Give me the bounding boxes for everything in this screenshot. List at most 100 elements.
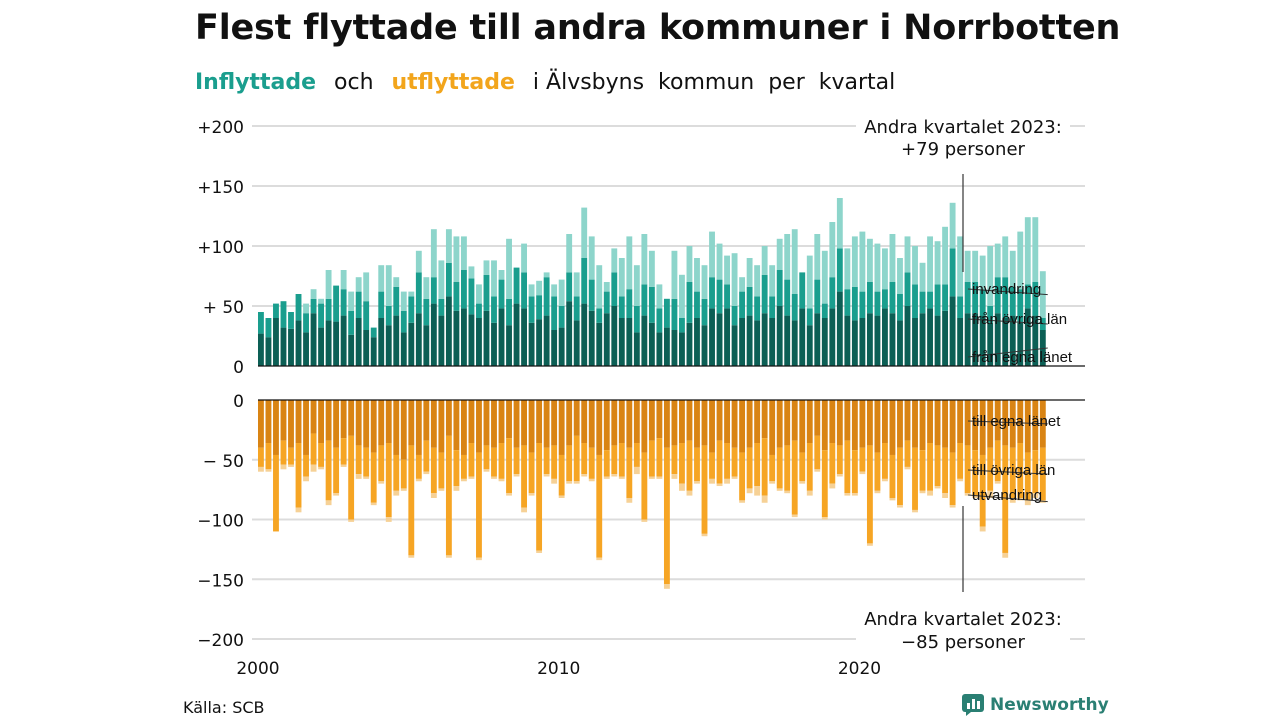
top-bar-segment [363, 272, 370, 302]
top-bar-segment [784, 279, 791, 316]
bottom-bar-segment [851, 450, 858, 494]
bottom-bar-segment [626, 497, 633, 503]
bottom-y-tick-label: −150 [197, 571, 244, 591]
bottom-bar-segment [303, 454, 309, 477]
bottom-bar-segment [325, 400, 332, 441]
top-bar-segment [603, 291, 610, 314]
top-bar-segment [964, 282, 971, 314]
bottom-bar-segment [731, 476, 738, 479]
bottom-bar-segment [400, 488, 407, 491]
top-bar-segment [288, 312, 294, 329]
bottom-bar-segment [596, 557, 603, 561]
top-bar-segment [912, 284, 918, 318]
top-bar-segment [521, 243, 528, 273]
bottom-bar-segment [506, 438, 512, 494]
bottom-bar-segment [799, 452, 806, 482]
top-bar-segment [874, 291, 881, 316]
bottom-bar-segment [513, 447, 520, 475]
bottom-bar-segment [979, 526, 986, 532]
top-bar-segment [769, 318, 776, 366]
bottom-bar-segment [679, 443, 685, 484]
bottom-bar-segment [528, 493, 535, 496]
bottom-bar-segment [528, 452, 535, 494]
top-bar-segment [972, 282, 979, 314]
bottom-bar-segment [949, 452, 956, 506]
bottom-bar-segment [558, 454, 565, 496]
top-bar-segment [506, 298, 512, 326]
top-bar-segment [641, 284, 648, 316]
bottom-bar-segment [641, 400, 648, 453]
top-bar-segment [844, 289, 851, 316]
bottom-bar-segment [912, 400, 918, 448]
bottom-bar-segment [897, 505, 903, 508]
top-bar-segment [453, 236, 460, 282]
top-bar-segment [588, 279, 595, 311]
top-bar-segment [994, 313, 1001, 366]
bottom-bar-segment [340, 464, 347, 467]
top-bar-segment [709, 308, 715, 366]
top-bar-segment [889, 234, 896, 282]
top-bar-segment [483, 274, 490, 311]
bottom-bar-segment [979, 400, 986, 455]
top-bar-segment [521, 272, 528, 309]
top-bar-segment [1017, 289, 1024, 323]
bottom-bar-segment [874, 452, 881, 491]
bottom-bar-segment [453, 400, 460, 451]
bottom-bar-segment [821, 400, 828, 451]
top-bar-segment [476, 284, 482, 304]
top-bar-segment [438, 298, 445, 316]
top-bar-segment [566, 272, 573, 302]
bottom-bar-segment [829, 400, 836, 444]
top-bar-segment [754, 296, 761, 321]
bottom-bar-segment [415, 400, 422, 455]
bottom-bar-segment [972, 400, 979, 451]
top-bar-segment [889, 282, 896, 314]
top-bar-segment [919, 291, 926, 314]
bottom-bar-segment [295, 507, 302, 513]
top-bar-segment [859, 318, 866, 366]
top-bar-segment [927, 291, 933, 309]
series-labels: invandring från övriga län från egna länet… [967, 281, 1073, 504]
top-bar-segment [618, 258, 625, 297]
top-bar-segment [611, 248, 618, 273]
top-bar-segment [498, 279, 505, 309]
bottom-bar-segment [378, 445, 385, 482]
top-bar-segment [641, 315, 648, 366]
bottom-bar-segment [280, 400, 287, 441]
bottom-bar-segment [746, 488, 753, 494]
top-bar-segment [964, 313, 971, 366]
bottom-bar-segment [430, 493, 437, 498]
top-bar-segment [430, 229, 437, 278]
top-bar-segment [423, 325, 430, 366]
top-bar-segment [385, 306, 392, 326]
migration-chart: +200 +150 +100 + 50 0 0 − 50 −100 −150 −200 2000 20… [197, 117, 1085, 679]
top-bar-segment [483, 310, 490, 366]
top-bar-segment [746, 286, 753, 316]
bottom-bar-segment [927, 400, 933, 444]
top-bar-segment [415, 272, 422, 314]
bottom-bar-segment [303, 476, 309, 482]
top-bar-segment [633, 306, 640, 333]
bottom-bar-segment [573, 435, 580, 482]
bottom-bar-segment [468, 400, 475, 444]
top-bar-segment [573, 296, 580, 321]
bottom-bar-segment [679, 400, 685, 444]
top-bar-segment [393, 277, 400, 287]
bottom-bar-segment [355, 400, 362, 446]
bottom-bar-segment [1017, 400, 1024, 444]
top-bar-segment [739, 291, 746, 318]
top-bar-segment [393, 286, 400, 316]
bottom-bar-segment [874, 490, 881, 494]
bottom-bar-segment [445, 400, 452, 436]
top-bar-segment [596, 308, 603, 323]
subtitle-utflyttade: utflyttade [391, 70, 515, 95]
bottom-bar-segment [1009, 497, 1016, 503]
bottom-bar-segment [686, 490, 693, 496]
bottom-bar-segment [866, 400, 873, 446]
top-bar-segment [258, 312, 264, 334]
top-bar-segment [491, 260, 497, 297]
top-bar-segment [716, 313, 723, 366]
top-bar-segment [566, 234, 573, 273]
bottom-bar-segment [588, 447, 595, 479]
top-bar-segment [543, 315, 550, 366]
